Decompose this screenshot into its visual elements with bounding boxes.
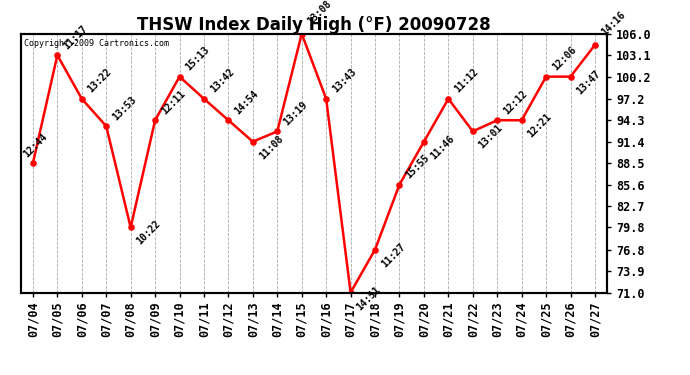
Title: THSW Index Daily High (°F) 20090728: THSW Index Daily High (°F) 20090728 (137, 16, 491, 34)
Point (443, 96, 454, 102)
Text: 13:47: 13:47 (575, 68, 602, 96)
Text: 13:42: 13:42 (208, 67, 236, 94)
Text: 10:22: 10:22 (135, 219, 163, 247)
Point (540, 74, 551, 80)
Text: 13:01: 13:01 (477, 123, 505, 151)
Point (589, 42, 600, 48)
Text: 11:17: 11:17 (61, 23, 90, 51)
Text: 14:54: 14:54 (233, 88, 260, 116)
Text: 11:46: 11:46 (428, 133, 456, 161)
Text: 12:44: 12:44 (22, 131, 50, 159)
Text: 12:06: 12:06 (550, 45, 578, 72)
Point (370, 247, 381, 253)
Point (345, 290, 356, 296)
Point (28, 160, 39, 166)
Point (467, 128, 478, 134)
Text: 13:22: 13:22 (86, 67, 114, 94)
Point (296, 31, 307, 37)
Point (394, 182, 405, 188)
Point (247, 139, 258, 145)
Text: 13:19: 13:19 (282, 99, 309, 127)
Text: 15:55: 15:55 (404, 153, 431, 180)
Text: 12:21: 12:21 (526, 112, 553, 140)
Text: Copyright 2009 Cartronics.com: Copyright 2009 Cartronics.com (23, 39, 168, 48)
Point (565, 74, 576, 80)
Point (321, 96, 332, 102)
Text: 11:08: 11:08 (257, 133, 285, 161)
Point (52, 52, 63, 58)
Point (223, 117, 234, 123)
Point (199, 96, 210, 102)
Text: 14:16: 14:16 (599, 10, 627, 38)
Point (125, 225, 136, 231)
Text: 14:51: 14:51 (355, 284, 383, 312)
Point (418, 139, 429, 145)
Text: 15:13: 15:13 (184, 45, 212, 72)
Text: 12:11: 12:11 (159, 88, 187, 116)
Point (150, 117, 161, 123)
Text: 13:08: 13:08 (306, 0, 334, 27)
Point (272, 128, 283, 134)
Text: 11:12: 11:12 (453, 67, 480, 94)
Text: 11:27: 11:27 (380, 241, 407, 269)
Text: 13:53: 13:53 (110, 94, 138, 122)
Point (77, 96, 88, 102)
Text: 13:43: 13:43 (331, 67, 358, 94)
Point (492, 117, 503, 123)
Point (516, 117, 527, 123)
Text: 12:12: 12:12 (502, 88, 529, 116)
Point (101, 123, 112, 129)
Point (174, 74, 185, 80)
